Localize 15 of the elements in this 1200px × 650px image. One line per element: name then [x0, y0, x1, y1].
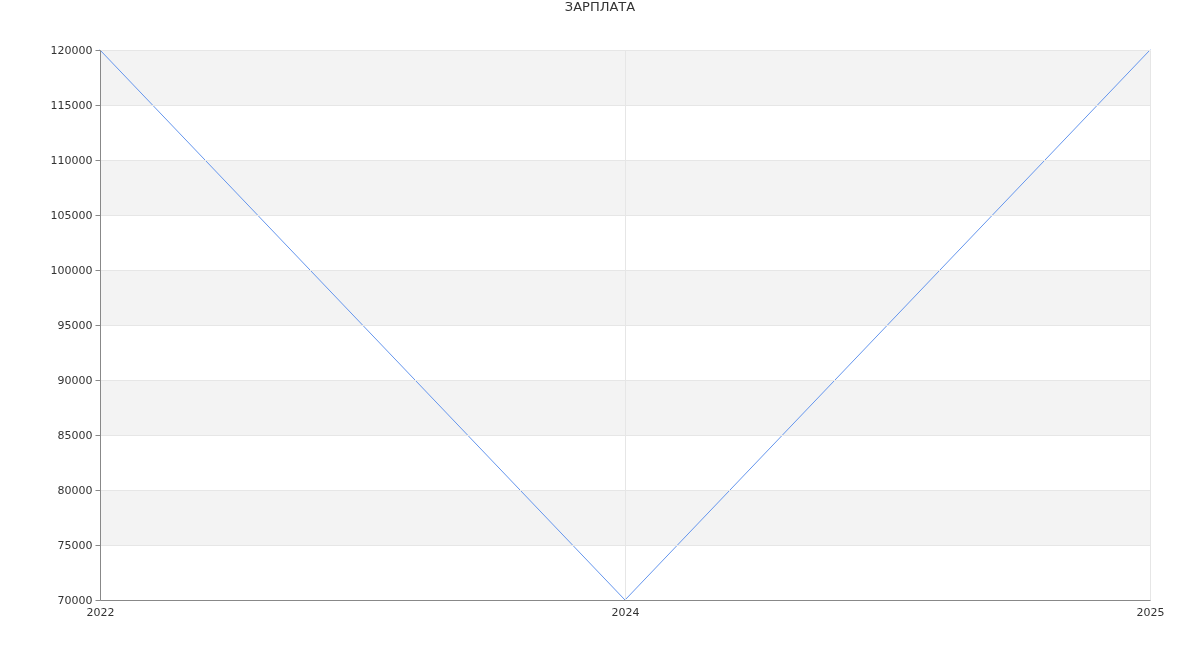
y-tick-label: 115000: [50, 98, 93, 112]
chart-title: ЗАРПЛАТА: [564, 0, 636, 14]
x-tick-label: 2025: [1136, 605, 1165, 619]
y-tick-label: 80000: [57, 483, 93, 497]
x-tick-label: 2024: [611, 605, 640, 619]
y-tick-label: 75000: [57, 538, 93, 552]
y-tick-label: 95000: [57, 318, 93, 332]
y-tick-label: 100000: [50, 263, 93, 277]
y-tick-label: 90000: [57, 373, 93, 387]
y-tick-label: 85000: [57, 428, 93, 442]
y-tick-label: 120000: [50, 43, 93, 57]
y-tick-label: 105000: [50, 208, 93, 222]
y-tick-label: 70000: [57, 593, 93, 607]
y-tick-label: 110000: [50, 153, 93, 167]
x-tick-label: 2022: [86, 605, 115, 619]
